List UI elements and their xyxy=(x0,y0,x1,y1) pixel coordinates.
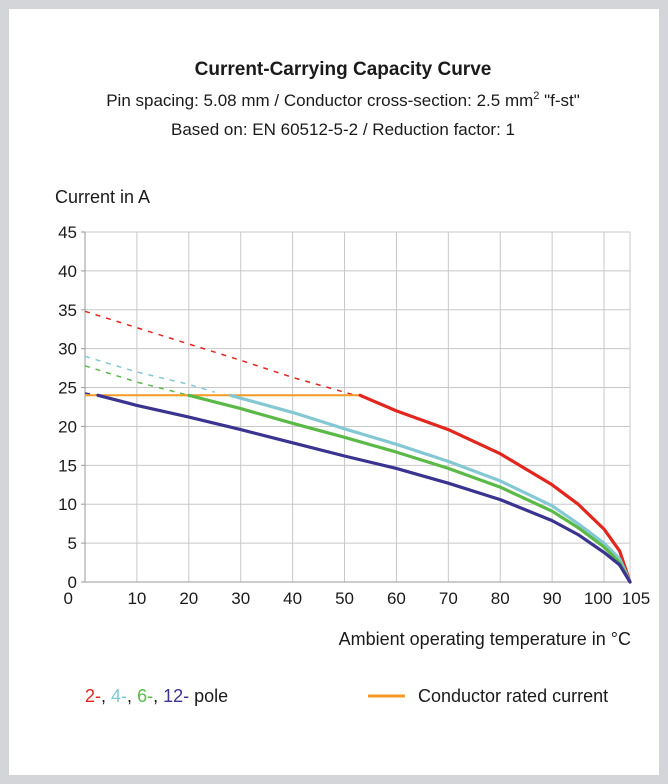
grid xyxy=(85,232,630,582)
x-tick-label-0: 0 xyxy=(64,589,73,608)
x-tick-label-80: 80 xyxy=(491,589,510,608)
x-tick-label-90: 90 xyxy=(543,589,562,608)
legend-pole-part-7: pole xyxy=(189,686,228,706)
series-2-pole-dashed xyxy=(85,311,355,395)
series-2-pole-solid xyxy=(360,395,630,582)
y-tick-label-15: 15 xyxy=(58,456,77,475)
legend-pole-text: 2-, 4-, 6-, 12- pole xyxy=(85,686,228,706)
x-axis-label: Ambient operating temperature in °C xyxy=(339,629,631,649)
y-tick-label-45: 45 xyxy=(58,223,77,242)
series-lines xyxy=(85,311,630,582)
x-tick-label-30: 30 xyxy=(231,589,250,608)
series-6-pole-solid xyxy=(189,395,630,582)
legend-rated-label: Conductor rated current xyxy=(418,686,608,706)
legend-pole-part-1: , xyxy=(101,686,111,706)
x-tick-label-10: 10 xyxy=(127,589,146,608)
x-tick-label-50: 50 xyxy=(335,589,354,608)
x-tick-label-40: 40 xyxy=(283,589,302,608)
legend-pole-part-0: 2- xyxy=(85,686,101,706)
chart-subtitle-1: Pin spacing: 5.08 mm / Conductor cross-s… xyxy=(106,90,580,110)
x-tick-label-105: 105 xyxy=(622,589,650,608)
y-tick-label-30: 30 xyxy=(58,340,77,359)
x-tick-label-20: 20 xyxy=(179,589,198,608)
legend-pole-part-2: 4- xyxy=(111,686,127,706)
chart-title: Current-Carrying Capacity Curve xyxy=(195,59,492,80)
legend-pole-part-6: 12- xyxy=(163,686,189,706)
legend: 2-, 4-, 6-, 12- pole Conductor rated cur… xyxy=(85,686,608,706)
chart-subtitle-1-text: Pin spacing: 5.08 mm / Conductor cross-s… xyxy=(106,91,533,110)
legend-pole-part-5: , xyxy=(153,686,163,706)
chart-subtitle-2: Based on: EN 60512-5-2 / Reduction facto… xyxy=(171,120,515,139)
series-12-pole-solid xyxy=(98,395,630,582)
series-4-pole-dashed xyxy=(85,356,215,392)
legend-pole-part-3: , xyxy=(127,686,137,706)
y-tick-label-35: 35 xyxy=(58,301,77,320)
y-tick-label-10: 10 xyxy=(58,495,77,514)
chart-subtitle-suffix: "f-st" xyxy=(539,91,579,110)
legend-pole-part-4: 6- xyxy=(137,686,153,706)
x-tick-label-100: 100 xyxy=(584,589,612,608)
x-tick-label-70: 70 xyxy=(439,589,458,608)
x-tick-labels: 0 10 20 30 40 50 60 70 80 90 100 105 xyxy=(64,589,651,608)
y-axis-label: Current in A xyxy=(55,187,150,207)
y-tick-label-40: 40 xyxy=(58,262,77,281)
x-tick-label-60: 60 xyxy=(387,589,406,608)
y-tick-label-5: 5 xyxy=(68,534,77,553)
y-tick-label-25: 25 xyxy=(58,379,77,398)
y-tick-label-20: 20 xyxy=(58,417,77,436)
